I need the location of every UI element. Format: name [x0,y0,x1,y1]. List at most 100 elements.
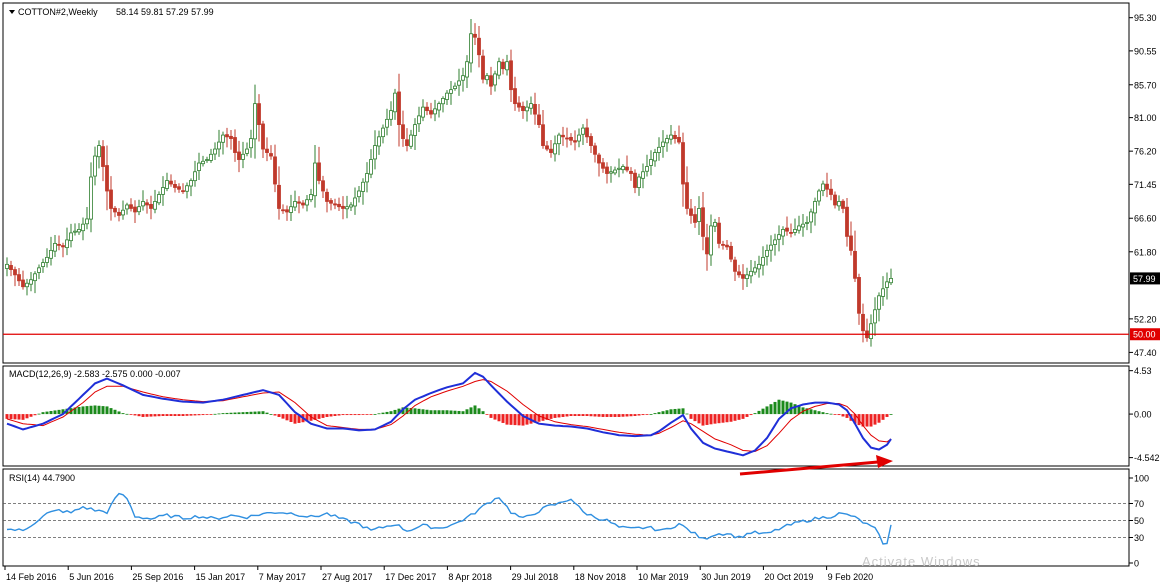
histogram-bar [313,414,317,420]
candle-body [589,136,593,146]
candle [13,266,17,287]
candle-body [745,274,749,280]
candle-body [701,207,705,237]
histogram-bar [333,414,337,416]
histogram-bar [73,407,77,415]
candle-body [9,265,13,271]
candle-body [673,134,677,139]
time-tick-label: 10 Mar 2019 [638,572,689,582]
candle [261,120,265,158]
histogram-bar [345,414,349,416]
candle-body [581,127,585,135]
candle [557,132,561,156]
candle [213,142,217,161]
candle-body [109,189,113,209]
current-price-box [1130,272,1160,285]
candle [553,135,557,162]
candle [117,208,121,222]
candle [177,183,181,193]
histogram-bar [649,414,653,415]
candle-body [21,279,25,288]
candle-body [725,244,729,248]
candle [377,130,381,155]
histogram-bar [5,414,9,419]
candle [309,188,313,203]
histogram-bar [709,414,713,425]
candle [549,140,553,158]
candle-body [65,239,69,249]
histogram-bar [481,411,485,415]
candle [305,194,309,212]
candle-body [441,97,445,105]
macd-label: MACD(12,26,9) -2.583 -2.575 0.000 -0.007 [9,369,181,379]
histogram-bar [337,414,341,416]
histogram-bar [353,414,357,416]
histogram-bar [257,411,261,415]
candle [573,130,577,151]
candle-body [25,282,29,288]
candle [625,155,629,173]
candle [661,130,665,158]
candle [165,172,169,192]
histogram-bar [277,414,281,417]
candle-body [601,162,605,169]
candle [601,157,605,173]
candle-body [245,148,249,154]
candle [533,92,537,125]
candle-body [733,259,737,272]
histogram-bar [577,414,581,416]
signal-line [6,379,892,453]
rsi-panel[interactable] [2,468,1130,567]
candle [17,268,21,286]
candle-body [793,229,797,233]
dropdown-triangle-icon[interactable] [9,10,15,14]
candle-body [709,225,713,256]
histogram-bar [469,407,473,415]
candle [505,54,509,76]
candle [121,200,125,220]
candle [841,199,845,214]
histogram-bar [449,410,453,415]
candle [721,240,725,250]
histogram-bar [861,414,865,427]
symbol-label: COTTON#2,Weekly [18,7,98,17]
candle-body [425,106,429,112]
candle-body [597,154,601,164]
candle-body [693,214,697,223]
candle-body [857,277,861,314]
time-tick-label: 7 May 2017 [259,572,306,582]
candle [249,129,253,158]
candle [653,148,657,167]
histogram-bar [545,414,549,420]
candle-body [869,323,873,340]
candle-body [417,115,421,125]
histogram-bar [421,409,425,415]
histogram-bar [605,414,609,417]
histogram-bar [393,409,397,415]
candle-body [685,182,689,209]
candle [741,264,745,290]
price-panel[interactable] [2,2,1130,364]
candle-body [313,162,317,197]
candle [345,195,349,219]
histogram-bar [521,414,525,426]
candle [769,235,773,262]
candle [457,68,461,96]
histogram-bar [109,408,113,415]
histogram-bar [189,414,193,416]
candle-body [221,134,225,143]
histogram-bar [21,414,25,420]
histogram-bar [805,408,809,415]
histogram-bar [197,414,201,416]
candle-body [261,123,265,150]
time-tick-label: 15 Jan 2017 [196,572,246,582]
candle-body [385,118,389,128]
macd-panel[interactable] [2,365,1130,467]
candle-body [737,271,741,276]
candle [41,258,45,273]
time-tick-label: 27 Aug 2017 [322,572,373,582]
candle-body [665,138,669,144]
candle-body [809,211,813,223]
candle [641,163,645,189]
